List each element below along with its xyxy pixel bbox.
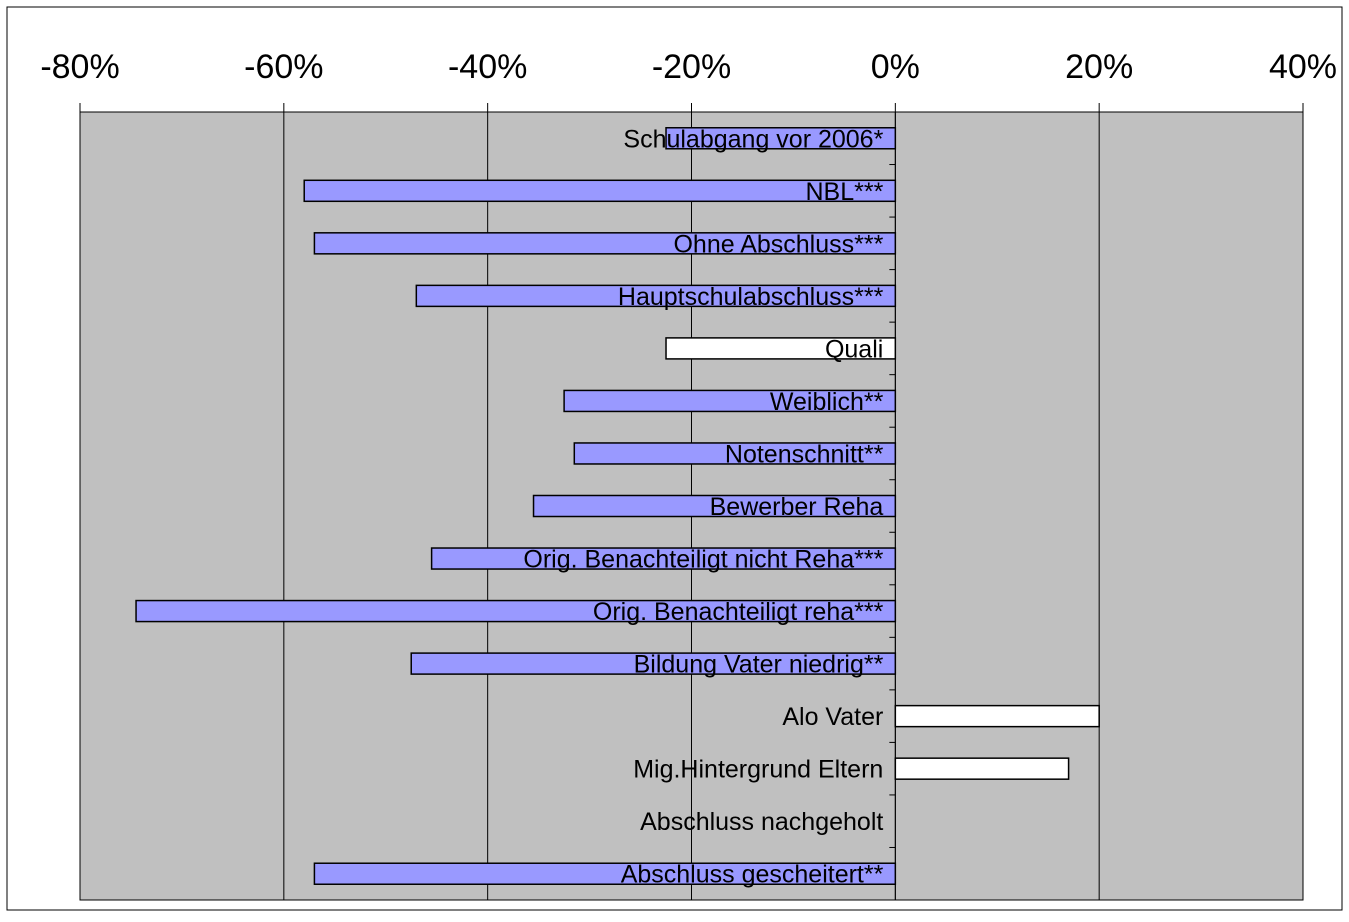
category-label: Schulabgang vor 2006*: [623, 125, 883, 153]
category-label: Bildung Vater niedrig**: [634, 651, 884, 679]
bar: [415, 284, 897, 308]
category-label: Alo Vater: [782, 703, 883, 731]
x-tick-label: -40%: [448, 48, 527, 86]
category-label: Hauptschulabschluss***: [618, 283, 884, 311]
bar: [894, 757, 1070, 780]
bar: [665, 337, 897, 360]
bar: [532, 494, 897, 518]
x-tick-label: 0%: [871, 48, 920, 86]
bar: [665, 127, 897, 150]
bar: [313, 232, 897, 255]
category-label: Orig. Benachteiligt reha***: [593, 598, 884, 626]
category-label: Bewerber Reha: [710, 493, 884, 521]
category-labels: Schulabgang vor 2006* NBL*** Ohne Abschlus…: [523, 125, 883, 888]
category-label: Abschluss nachgeholt: [640, 808, 883, 836]
bar: [313, 862, 897, 885]
category-label: Mig.Hintergrund Eltern: [633, 756, 883, 784]
category-label: Weiblich**: [770, 388, 884, 416]
category-label: Orig. Benachteiligt nicht Reha***: [523, 546, 883, 574]
bar: [303, 179, 897, 203]
x-tick-label: 40%: [1269, 48, 1337, 86]
x-tick-label: -20%: [652, 48, 731, 86]
bar: [563, 389, 897, 413]
category-label: NBL***: [806, 178, 884, 206]
category-label: Notenschnitt**: [725, 440, 884, 468]
bar: [410, 652, 897, 675]
category-label: Abschluss gescheitert**: [621, 861, 884, 889]
bar: [135, 599, 897, 623]
x-tick-label: -60%: [244, 48, 323, 86]
category-label: Ohne Abschluss***: [673, 230, 883, 258]
bars: [135, 127, 1100, 885]
x-tick-label: -80%: [40, 48, 119, 86]
bar: [573, 442, 897, 465]
bar: [430, 547, 897, 570]
x-tick-label: 20%: [1065, 48, 1133, 86]
bar: [894, 704, 1100, 728]
category-label: Quali: [825, 335, 883, 363]
